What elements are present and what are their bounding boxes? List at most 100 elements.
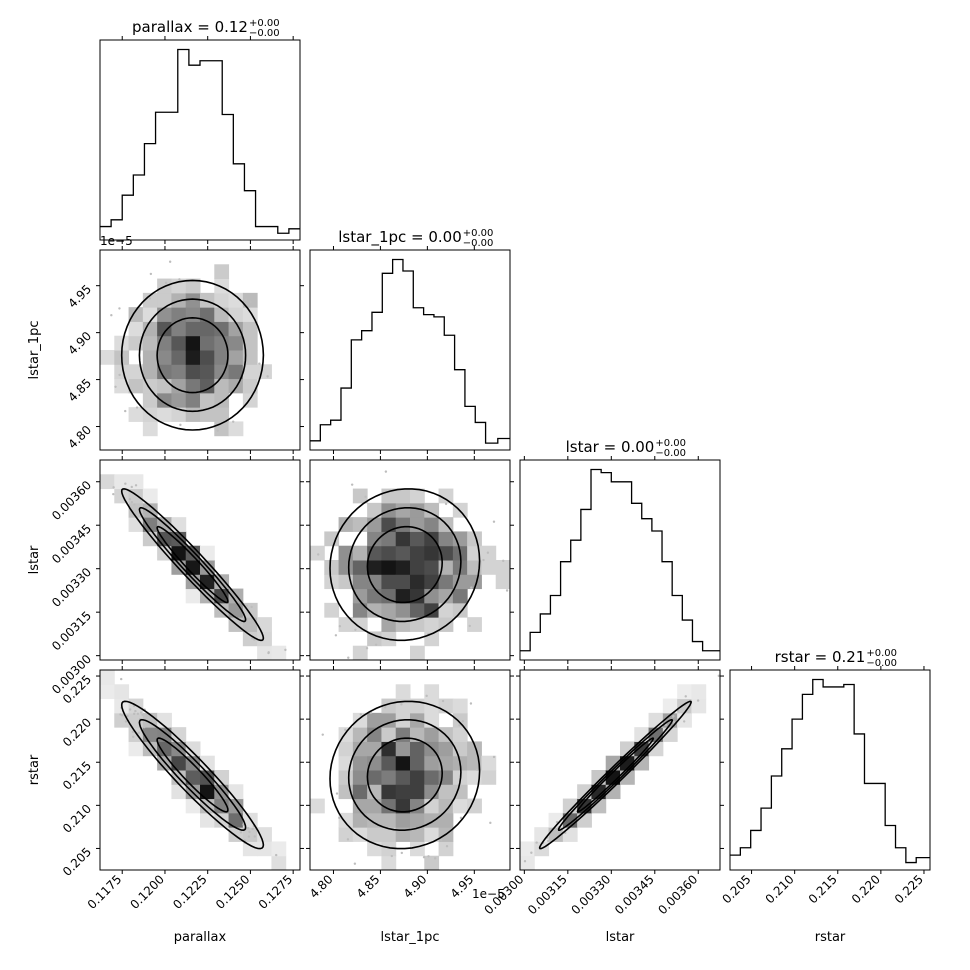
histogram-rstar — [730, 678, 930, 864]
sample-point — [168, 260, 172, 263]
density-cell — [214, 588, 230, 604]
density-cell — [605, 755, 621, 771]
sample-point — [482, 558, 485, 562]
sample-point — [553, 834, 556, 837]
y-tick-label: 0.220 — [60, 715, 94, 749]
density-cell — [338, 517, 354, 532]
density-cell — [114, 364, 130, 380]
density-cell — [185, 321, 201, 337]
title-main: lstar_1pc = 0.00 — [338, 228, 462, 247]
density-cell — [367, 517, 382, 532]
density-cell — [410, 812, 425, 828]
sample-point — [253, 835, 256, 838]
density-cell — [352, 517, 368, 532]
panel-frame — [99, 459, 301, 661]
density-cell — [157, 307, 172, 322]
density-cell — [157, 407, 172, 422]
density-cell — [367, 560, 382, 575]
density-cell — [214, 378, 230, 394]
density-cell — [257, 841, 272, 857]
contour-level — [557, 719, 674, 831]
density-cell — [395, 602, 411, 618]
density-cell — [214, 770, 230, 785]
sample-point — [179, 423, 182, 427]
hist-panel-rstar — [729, 669, 931, 871]
contour-level — [347, 507, 462, 623]
density-cell — [424, 502, 440, 518]
sample-point — [353, 862, 357, 865]
density-cell — [338, 770, 354, 785]
density-cell — [395, 812, 411, 828]
sample-point — [459, 816, 463, 820]
density-cell — [410, 741, 425, 757]
sample-point — [245, 604, 248, 607]
contour-level — [538, 700, 693, 850]
title-plus: +0.00 — [655, 438, 686, 449]
x-tick-label: 0.00360 — [655, 872, 700, 917]
density-cell — [395, 531, 411, 547]
density-cell — [381, 727, 397, 742]
x-tick-label: 0.215 — [806, 872, 840, 906]
sample-point — [347, 656, 350, 659]
density-cell — [200, 364, 215, 380]
sample-point — [684, 695, 687, 698]
sample-point — [216, 429, 219, 432]
sample-point — [273, 871, 275, 873]
title-main: lstar = 0.00 — [566, 438, 655, 456]
y-axis-label-lstar: lstar — [27, 545, 42, 574]
y-axis-label-lstar_1pc: lstar_1pc — [27, 321, 42, 380]
y-tick-label: 0.205 — [60, 845, 94, 879]
density-cell — [171, 378, 187, 394]
density-cell — [438, 574, 454, 590]
density-cell — [171, 364, 187, 380]
density-cell — [242, 321, 258, 337]
density-cell — [395, 545, 411, 561]
sample-point — [422, 856, 426, 859]
density-cell — [185, 292, 201, 308]
density-cell — [381, 517, 397, 532]
density-panel-parallax-vs-lstar_1pc — [99, 249, 301, 451]
density-cell — [200, 292, 215, 308]
x-tick-label: 0.00345 — [612, 872, 657, 917]
y-offset-text: 1e−5 — [100, 234, 133, 248]
density-cell — [395, 755, 411, 771]
density-cell — [467, 617, 482, 632]
density-cell — [352, 645, 368, 660]
title-main: rstar = 0.21 — [775, 648, 866, 666]
contour-level — [576, 737, 655, 813]
title-main: parallax = 0.12 — [132, 18, 248, 36]
sample-point — [133, 503, 136, 506]
sample-point — [475, 768, 479, 771]
contour-level — [347, 719, 462, 831]
density-panel-lstar_1pc-vs-lstar — [309, 459, 511, 661]
sample-point — [119, 713, 122, 716]
density-cell — [691, 698, 707, 714]
sample-point — [470, 586, 473, 589]
sample-point — [266, 375, 269, 378]
density-cell — [142, 307, 158, 322]
sample-point — [486, 551, 490, 554]
density-cell — [157, 321, 172, 337]
density-cell — [214, 812, 230, 828]
density-cell — [352, 617, 368, 632]
density-cell — [410, 784, 425, 800]
density-cell — [242, 364, 258, 380]
density-panel-parallax-vs-rstar — [99, 669, 301, 873]
sample-point — [284, 648, 287, 652]
density-cell — [185, 798, 201, 814]
sample-point — [445, 845, 449, 848]
x-tick-label: 0.210 — [763, 872, 797, 906]
sample-point — [124, 720, 128, 723]
density-cell — [214, 407, 230, 422]
sample-point — [136, 313, 140, 316]
density-cell — [424, 617, 440, 632]
sample-point — [364, 495, 367, 499]
density-cell — [424, 698, 440, 714]
contour-level — [138, 718, 247, 832]
sample-point — [130, 485, 133, 489]
density-cell — [452, 588, 468, 604]
density-cell — [424, 684, 440, 700]
density-cell — [142, 502, 158, 518]
hist-panel-parallax — [99, 39, 301, 241]
